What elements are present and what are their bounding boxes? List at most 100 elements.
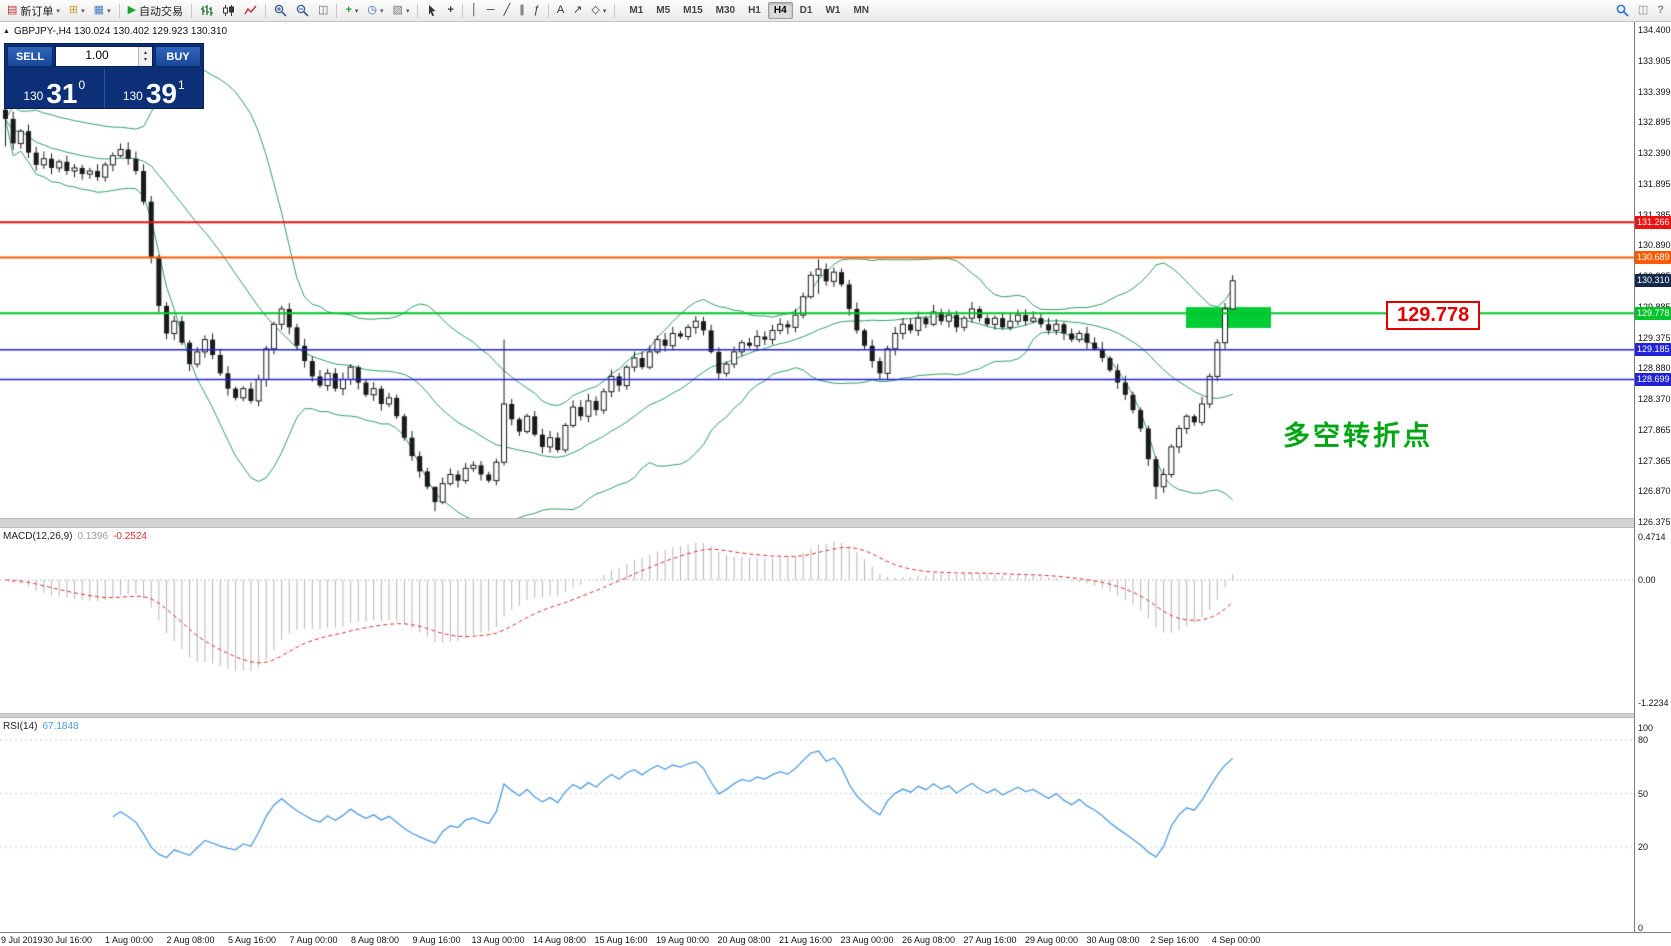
time-label[interactable]: 2 Aug 08:00 [166, 935, 215, 945]
panel-splitter[interactable] [0, 518, 1634, 528]
toolbar-separator [265, 3, 267, 18]
time-label[interactable]: 1 Aug 00:00 [104, 935, 154, 945]
rsi-panel-canvas[interactable] [0, 718, 1634, 932]
time-label[interactable]: 9 Aug 16:00 [412, 935, 461, 945]
timeframe-mn-button[interactable]: MN [853, 5, 870, 16]
rsi-value: 67.1848 [42, 721, 79, 732]
zoom-out-button[interactable] [292, 1, 313, 21]
autotrading-button[interactable]: ▶ 自动交易 [124, 1, 187, 21]
timeframe-w1-button[interactable]: W1 [825, 5, 841, 16]
marker-130-310-current[interactable]: 130.310 [1635, 274, 1671, 288]
marker-131-266[interactable]: 131.266 [1635, 215, 1671, 229]
time-label[interactable]: 4 Sep 00:00 [1211, 935, 1261, 945]
zoom-in-button[interactable] [270, 1, 291, 21]
indicators-button[interactable]: + ▾ [341, 1, 362, 21]
symbol-info-text: GBPJPY-,H4 130.024 130.402 129.923 130.3… [13, 26, 228, 37]
time-label[interactable]: 15 Aug 16:00 [594, 935, 648, 945]
profiles-button[interactable]: ▦ ▾ [90, 1, 115, 21]
rsi-name: RSI(14) [3, 721, 38, 732]
time-label[interactable]: 19 Aug 00:00 [655, 935, 710, 945]
time-axis[interactable]: 9 Jul 2019 30 Jul 16:00 1 Aug 00:00 2 Aug 0… [0, 932, 1671, 946]
sell-button[interactable]: SELL [7, 46, 53, 67]
new-chart-button[interactable]: ⊞ ▾ [65, 1, 89, 21]
trendline-button[interactable]: ╱ [500, 1, 515, 21]
toolbar-separator [461, 3, 463, 18]
panel-splitter[interactable] [0, 713, 1634, 718]
price-scale-label: 132.895 [1638, 117, 1671, 128]
vertical-line-button[interactable]: │ [467, 1, 482, 21]
rsi-scale-label: 0 [1638, 923, 1644, 933]
time-label[interactable]: 21 Aug 16:00 [778, 935, 833, 945]
search-button[interactable] [1612, 1, 1633, 21]
volume-up-icon[interactable]: ▴ [143, 49, 147, 56]
buy-price-display[interactable]: 130 39 1 [105, 69, 204, 108]
timeframe-h4-button[interactable]: H4 [767, 2, 793, 19]
time-label[interactable]: 8 Aug 08:00 [350, 935, 400, 945]
help-button[interactable]: ? [1653, 1, 1668, 21]
time-label[interactable]: 30 Aug 08:00 [1086, 935, 1140, 945]
marker-129-778[interactable]: 129.778 [1635, 306, 1671, 320]
timeframe-h1-button[interactable]: H1 [748, 5, 761, 16]
time-label[interactable]: 13 Aug 00:00 [471, 935, 525, 945]
chart-bars-button[interactable] [196, 1, 217, 21]
price-scale-label: 132.390 [1638, 148, 1671, 158]
time-label[interactable]: 2 Sep 16:00 [1150, 935, 1199, 945]
toolbar-separator [614, 3, 616, 18]
buy-price-prefix: 130 [122, 89, 143, 103]
time-label[interactable]: 27 Aug 16:00 [963, 935, 1017, 945]
timeframe-m15-button[interactable]: M15 [683, 5, 703, 16]
marker-129-185[interactable]: 129.185 [1635, 343, 1671, 357]
time-label[interactable]: 7 Aug 00:00 [289, 935, 338, 945]
chart-line-button[interactable] [240, 1, 261, 21]
rsi-scale-label: 100 [1638, 723, 1654, 733]
price-axis[interactable]: 134.400 133.905 133.399 132.895 132.390 131.8… [1634, 22, 1671, 933]
new-order-button[interactable]: ▤ 新订单 ▾ [3, 1, 64, 21]
volume-down-icon[interactable]: ▾ [143, 56, 147, 63]
play-icon: ▶ [127, 4, 137, 16]
tile-windows-button[interactable]: ◫ [314, 1, 332, 21]
crosshair-button[interactable]: + [443, 1, 457, 21]
time-label[interactable]: 26 Aug 08:00 [901, 935, 956, 945]
templates-button[interactable]: ▧ ▾ [389, 1, 414, 21]
sell-price-big: 31 [46, 78, 78, 110]
periods-button[interactable]: ◷ ▾ [363, 1, 387, 21]
buy-price-big: 39 [145, 78, 177, 110]
arrows-button[interactable]: ↗ [569, 1, 586, 21]
time-label[interactable]: 23 Aug 00:00 [840, 935, 894, 945]
volume-value[interactable]: 1.00 [85, 48, 109, 62]
timeframe-m30-button[interactable]: M30 [715, 5, 736, 16]
time-label[interactable]: 20 Aug 08:00 [717, 935, 771, 945]
volume-spinner[interactable]: ▴ ▾ [138, 47, 152, 66]
horizontal-line-button[interactable]: ─ [483, 1, 499, 21]
timeframe-d1-button[interactable]: D1 [799, 5, 813, 16]
timeframe-m5-button[interactable]: M5 [656, 5, 671, 16]
main-chart-canvas[interactable] [0, 22, 1634, 518]
candles-chart-icon [222, 4, 235, 17]
marker-128-699[interactable]: 128.699 [1635, 373, 1671, 387]
time-label[interactable]: 14 Aug 08:00 [532, 935, 587, 945]
shapes-button[interactable]: ◇ ▾ [587, 1, 610, 21]
caret-down-icon: ▾ [405, 7, 410, 15]
macd-panel-canvas[interactable] [0, 528, 1634, 713]
text-button[interactable]: A [553, 1, 568, 21]
chart-candles-button[interactable] [218, 1, 239, 21]
marker-130-689[interactable]: 130.689 [1635, 251, 1671, 265]
fibonacci-button[interactable]: ƒ [530, 1, 544, 21]
sell-price-display[interactable]: 130 31 0 [5, 69, 105, 108]
collapse-ohlc-icon[interactable]: ▲ [3, 28, 10, 35]
price-callout[interactable]: 129.778 [1386, 301, 1481, 330]
time-label[interactable]: 30 Jul 16:00 [42, 935, 93, 945]
cursor-button[interactable] [422, 1, 442, 21]
channel-button[interactable]: ∥ [515, 1, 529, 21]
volume-field[interactable]: 1.00 ▴ ▾ [55, 46, 153, 67]
sell-price-sup: 0 [78, 78, 86, 92]
time-label[interactable]: 29 Aug 00:00 [1024, 935, 1079, 945]
annotation-text[interactable]: 多空转折点 [1283, 421, 1433, 451]
buy-button[interactable]: BUY [155, 46, 201, 67]
time-label[interactable]: 9 Jul 2019 [1, 935, 43, 945]
timeframe-m1-button[interactable]: M1 [629, 5, 644, 16]
time-label[interactable]: 5 Aug 16:00 [227, 935, 277, 945]
bars-chart-icon [200, 4, 214, 17]
toolbar-separator [417, 3, 419, 18]
window-list-button[interactable]: ◫ [1634, 1, 1652, 21]
